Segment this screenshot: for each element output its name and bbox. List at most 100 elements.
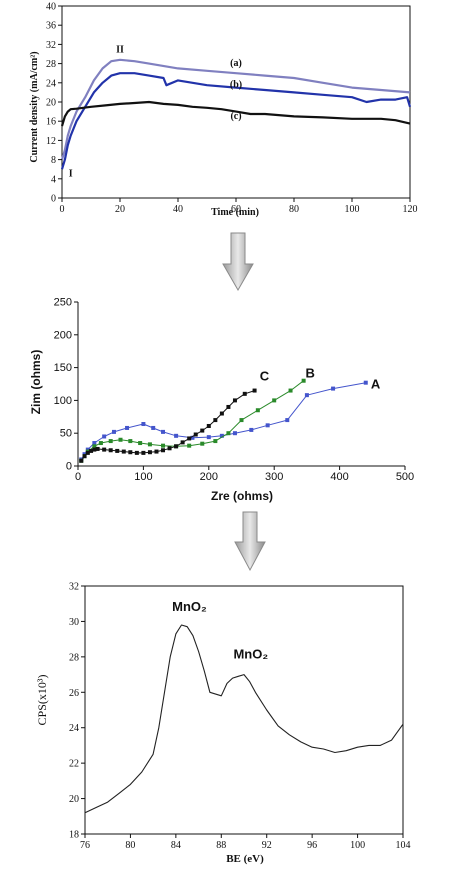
- data-point: [108, 439, 113, 444]
- series-line-spectrum: [84, 624, 404, 814]
- y-tick-label: 32: [46, 40, 56, 51]
- series-line-a: [60, 58, 411, 160]
- x-tick-label: 0: [75, 471, 81, 483]
- data-point: [85, 449, 90, 454]
- y-tick-label: 26: [69, 688, 79, 699]
- data-point: [161, 448, 166, 453]
- y-tick-label: 0: [66, 461, 72, 473]
- plot-frame: [61, 5, 411, 199]
- data-point: [141, 422, 146, 427]
- data-point: [174, 444, 179, 449]
- data-point: [79, 457, 84, 462]
- data-point: [89, 448, 94, 453]
- data-point: [118, 437, 123, 442]
- data-point: [252, 388, 257, 393]
- annotation-label: (b): [230, 80, 242, 91]
- data-point: [92, 444, 97, 449]
- data-point: [141, 450, 146, 455]
- x-tick-label: 60: [231, 204, 241, 215]
- data-point: [128, 450, 133, 455]
- y-tick-label: 40: [46, 2, 56, 13]
- y-tick-label: 50: [60, 428, 72, 440]
- annotation-label: MnO₂: [172, 599, 207, 614]
- y-axis-title: Zim (ohms): [29, 350, 43, 415]
- y-tick-label: 8: [51, 155, 56, 166]
- data-point: [125, 425, 130, 430]
- x-tick-label: 20: [115, 204, 125, 215]
- x-tick-label: 92: [262, 840, 272, 851]
- x-axis-title: BE (eV): [226, 853, 264, 865]
- data-point: [219, 433, 224, 438]
- data-point: [115, 448, 120, 453]
- x-tick-label: 76: [80, 840, 90, 851]
- data-point: [363, 380, 368, 385]
- annotation-label: MnO₂: [233, 647, 268, 662]
- x-tick-label: 84: [171, 840, 181, 851]
- data-point: [147, 442, 152, 447]
- y-tick-label: 32: [69, 582, 79, 593]
- annotation-label: I: [69, 168, 73, 179]
- plot-frame: [84, 585, 404, 835]
- y-tick-label: 28: [69, 652, 79, 663]
- data-point: [272, 398, 277, 403]
- annotation-label: (a): [230, 58, 242, 69]
- data-point: [213, 439, 218, 444]
- y-tick-label: 24: [69, 723, 79, 734]
- data-point: [255, 408, 260, 413]
- annotation-label: B: [305, 365, 314, 380]
- y-tick-label: 18: [69, 830, 79, 841]
- data-point: [193, 432, 198, 437]
- data-point: [180, 440, 185, 445]
- data-point: [108, 448, 113, 453]
- y-tick-label: 28: [46, 59, 56, 70]
- data-point: [167, 446, 172, 451]
- y-tick-label: 12: [46, 136, 56, 147]
- y-axis-title: CPS(x10³): [35, 675, 49, 726]
- data-point: [331, 386, 336, 391]
- y-tick-label: 30: [69, 617, 79, 628]
- y-tick-label: 36: [46, 21, 56, 32]
- data-point: [213, 418, 218, 423]
- data-point: [265, 423, 270, 428]
- data-point: [174, 444, 179, 449]
- x-tick-label: 96: [307, 840, 317, 851]
- data-point: [187, 443, 192, 448]
- x-tick-label: 80: [289, 204, 299, 215]
- data-point: [79, 458, 84, 463]
- data-point: [95, 446, 100, 451]
- data-point: [187, 436, 192, 441]
- data-point: [288, 388, 293, 393]
- data-point: [128, 439, 133, 444]
- x-tick-label: 40: [173, 204, 183, 215]
- data-point: [301, 378, 306, 383]
- data-point: [242, 391, 247, 396]
- data-point: [92, 447, 97, 452]
- y-tick-label: 0: [51, 194, 56, 205]
- x-axis-title: Time (min): [211, 207, 259, 218]
- data-point: [249, 427, 254, 432]
- data-point: [82, 454, 87, 459]
- data-point: [134, 450, 139, 455]
- data-point: [161, 429, 166, 434]
- data-point: [151, 425, 156, 430]
- data-point: [154, 449, 159, 454]
- annotation-label: (c): [230, 111, 241, 122]
- x-tick-label: 400: [330, 471, 348, 483]
- x-tick-label: 80: [125, 840, 135, 851]
- data-point: [82, 452, 87, 457]
- y-tick-label: 250: [54, 297, 72, 309]
- x-tick-label: 500: [396, 471, 414, 483]
- data-point: [232, 398, 237, 403]
- data-point: [102, 434, 107, 439]
- x-tick-label: 100: [350, 840, 365, 851]
- data-point: [304, 393, 309, 398]
- x-tick-label: 300: [265, 471, 283, 483]
- y-tick-label: 20: [69, 794, 79, 805]
- data-point: [200, 441, 205, 446]
- data-point: [85, 447, 90, 452]
- data-point: [226, 404, 231, 409]
- y-tick-label: 20: [46, 98, 56, 109]
- y-tick-label: 200: [54, 329, 72, 341]
- data-point: [82, 454, 87, 459]
